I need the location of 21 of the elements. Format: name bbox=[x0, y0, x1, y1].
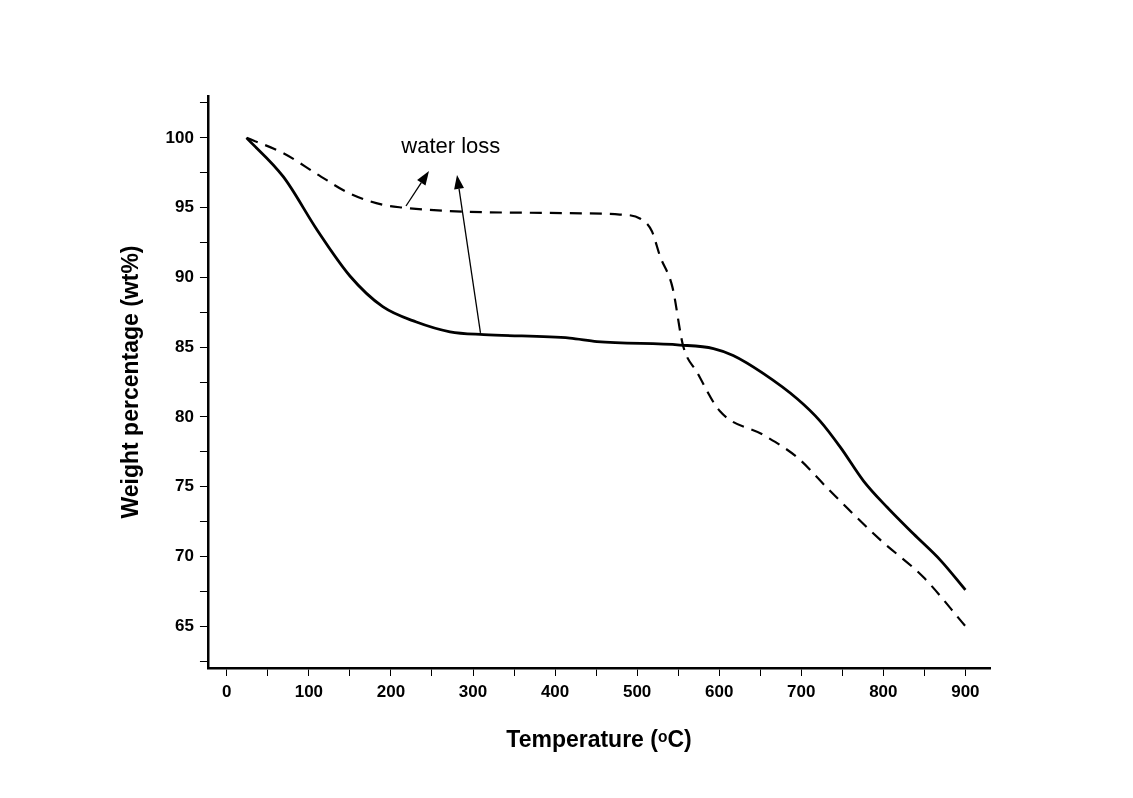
x-tick-label: 700 bbox=[787, 681, 816, 701]
annotation: water loss bbox=[400, 132, 501, 158]
y-tick-label: 65 bbox=[175, 615, 194, 635]
y-tick-label: 80 bbox=[175, 406, 194, 426]
y-tick-label: 75 bbox=[175, 476, 194, 496]
x-tick-label: 400 bbox=[540, 681, 570, 701]
y-tick-label: 70 bbox=[175, 546, 194, 566]
y-axis-title: Weight percentage (wt%) bbox=[117, 245, 144, 519]
x-axis-title: Temperature (ᵒC) bbox=[506, 725, 692, 752]
x-tick-label: 500 bbox=[622, 681, 652, 701]
y-tick-label: 90 bbox=[175, 267, 194, 287]
x-tick-label: 100 bbox=[294, 681, 324, 701]
x-tick-label: 0 bbox=[222, 681, 232, 701]
x-tick-label: 800 bbox=[869, 681, 898, 701]
y-tick-label: 95 bbox=[175, 197, 194, 217]
x-tick-label: 200 bbox=[376, 681, 406, 701]
x-tick-label: 900 bbox=[951, 681, 980, 701]
x-tick-label: 300 bbox=[458, 681, 488, 701]
x-tick-label: 600 bbox=[705, 681, 734, 701]
y-tick-label: 100 bbox=[165, 127, 194, 147]
y-tick-label: 85 bbox=[175, 336, 194, 356]
